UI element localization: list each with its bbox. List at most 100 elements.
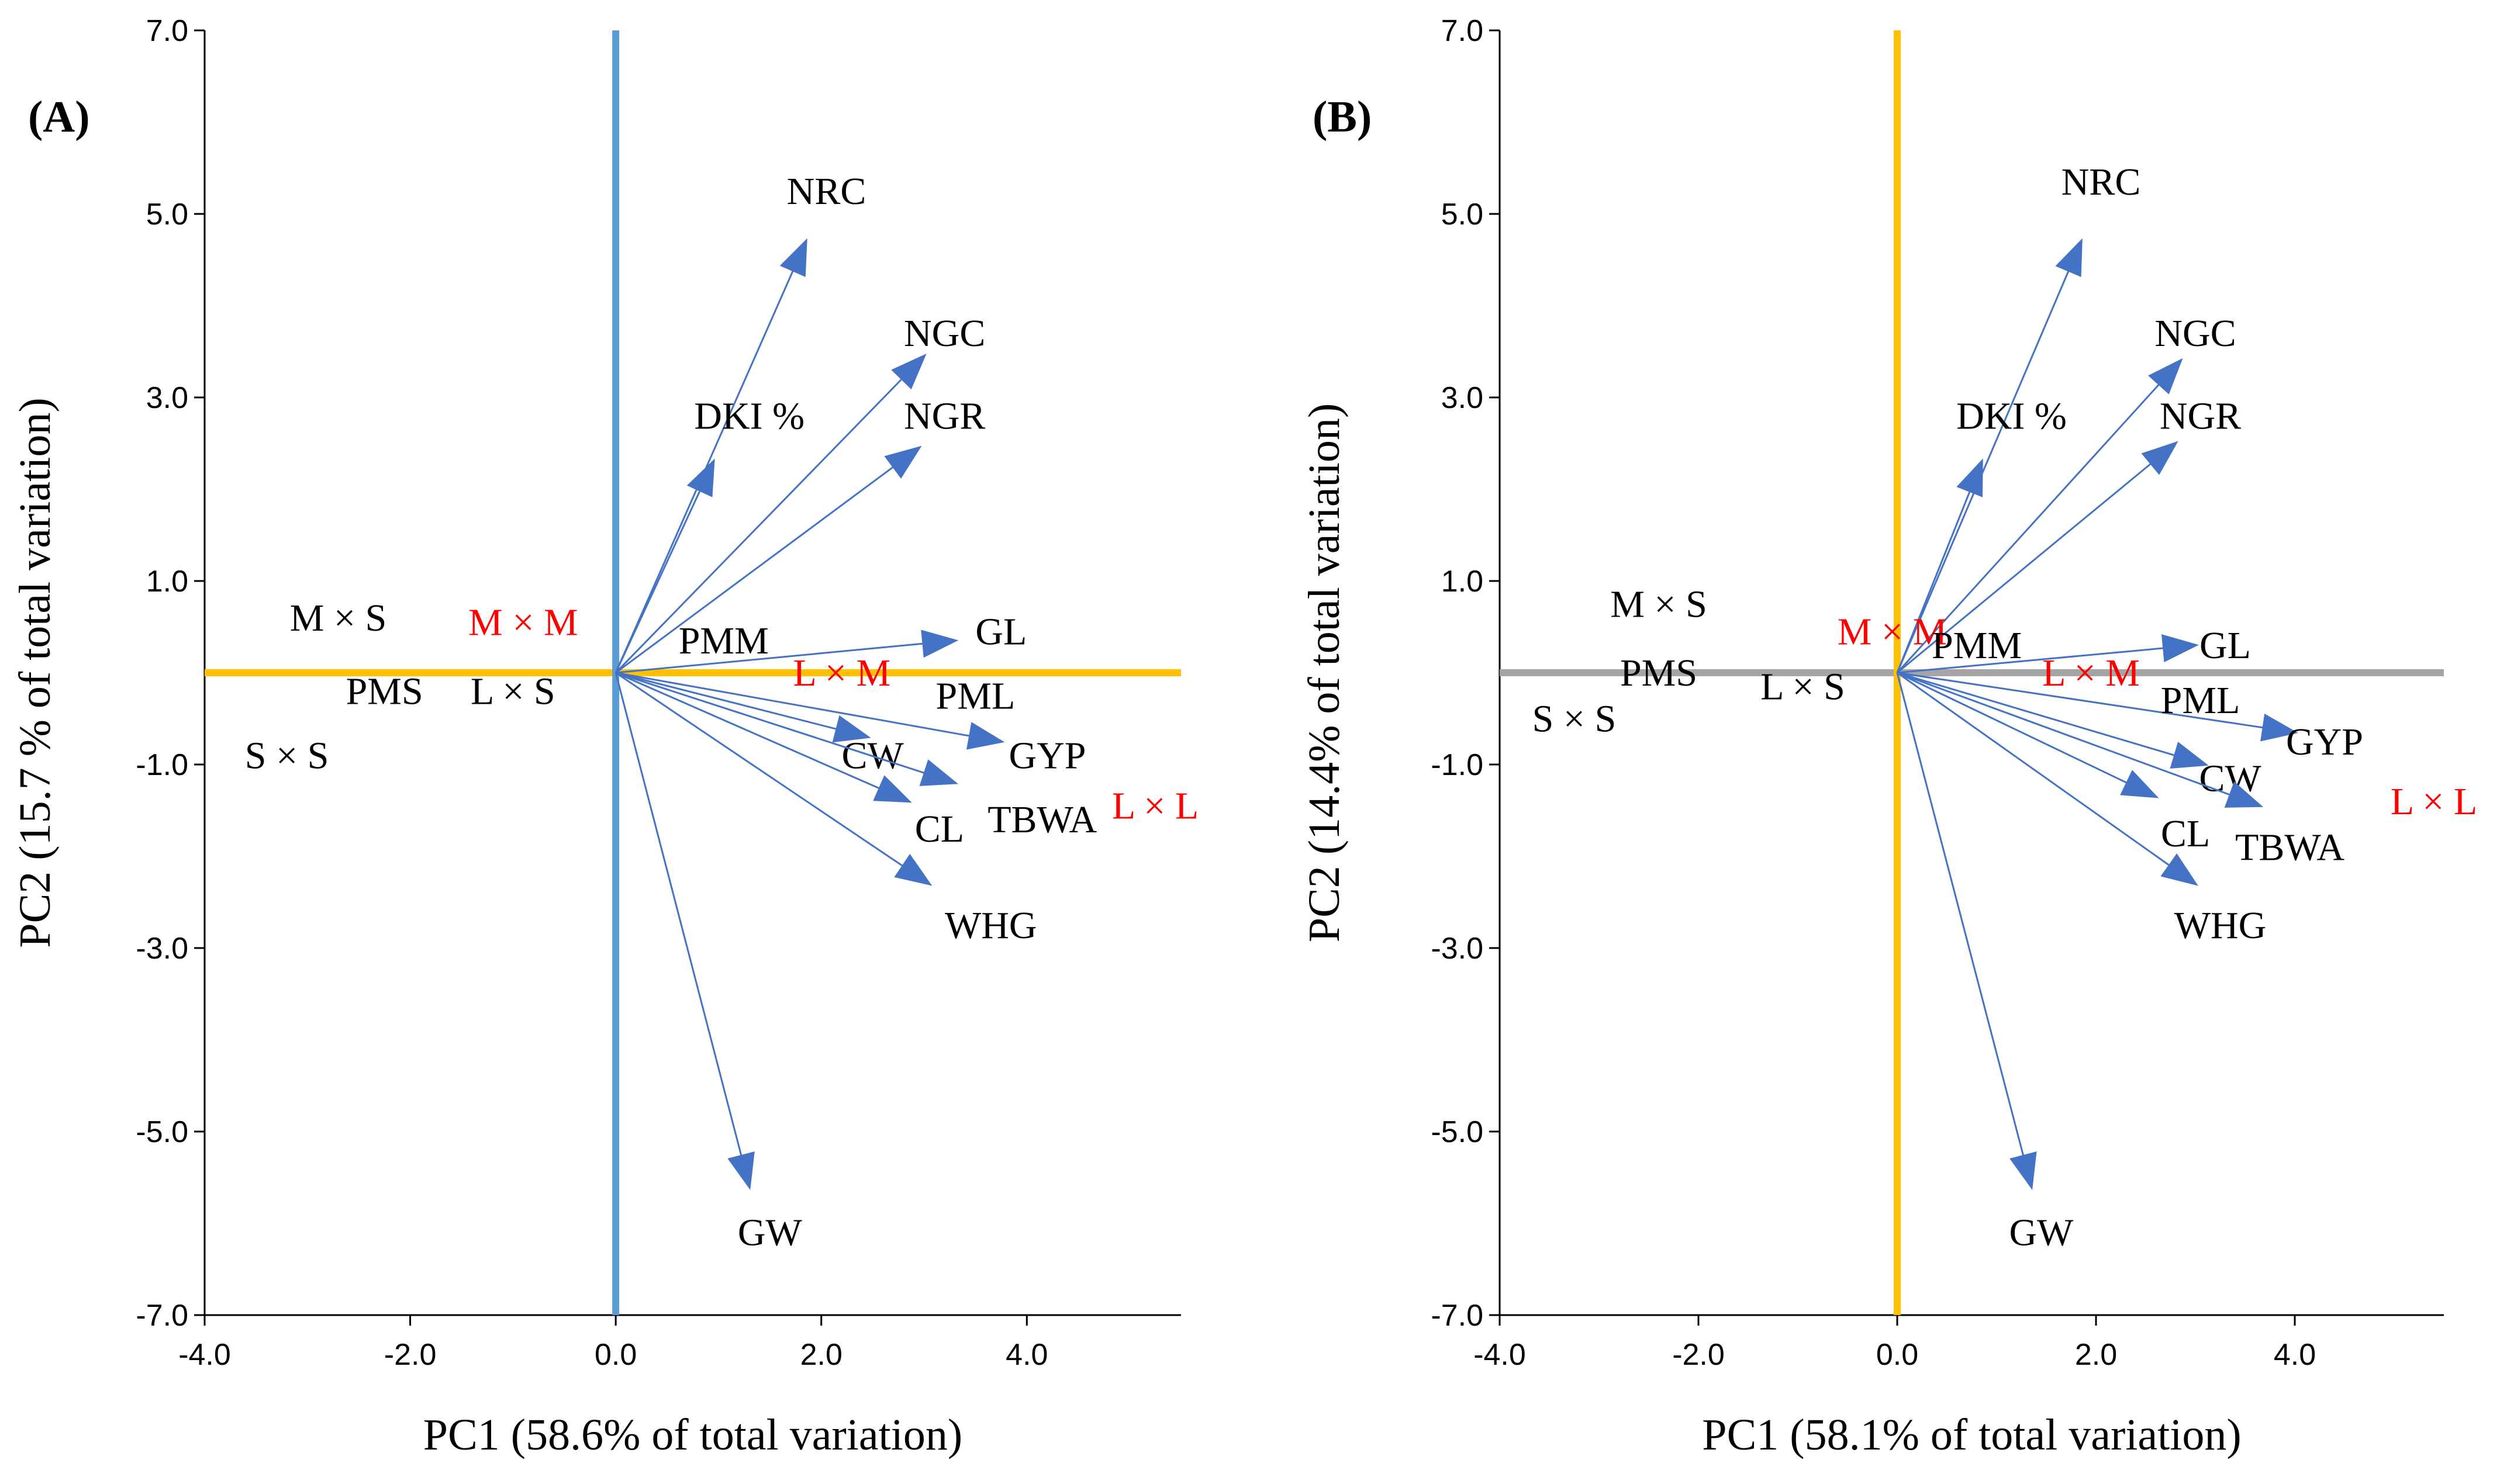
point-label-m-x-s: M × S	[1610, 583, 1707, 625]
arrowhead-ngc	[891, 354, 927, 390]
y-tick-label: -7.0	[136, 1299, 188, 1333]
x-tick-label: 2.0	[2075, 1338, 2117, 1372]
arrowhead-ngr	[2141, 441, 2178, 475]
vector-label-dki-pct: DKI %	[694, 395, 804, 437]
point-label-pms: PMS	[1620, 652, 1697, 694]
vector-whg	[615, 672, 930, 885]
y-tick-label: -5.0	[1431, 1115, 1483, 1149]
point-label-s-x-s: S × S	[245, 734, 329, 777]
x-tick-label: -2.0	[384, 1338, 437, 1372]
vector-cw	[1897, 672, 2206, 766]
point-label-pms: PMS	[346, 670, 423, 712]
point-label-pml: PML	[2161, 679, 2240, 722]
point-label-m-x-s: M × S	[290, 597, 387, 639]
vector-label-cl: CL	[915, 808, 964, 850]
point-label-l-x-l: L × L	[1112, 785, 1199, 828]
arrowhead-cw	[2170, 742, 2209, 769]
point-label-l-x-l: L × L	[2391, 780, 2477, 823]
vector-cw	[615, 672, 868, 738]
vector-dki-pct	[1896, 461, 1983, 673]
point-label-pml: PML	[936, 674, 1016, 717]
vector-label-whg: WHG	[945, 904, 1037, 947]
vector-label-gyp: GYP	[1009, 734, 1086, 777]
vector-label-gl: GL	[975, 610, 1027, 653]
vector-label-ngc: NGC	[2154, 312, 2236, 355]
vector-label-ngc: NGC	[904, 312, 985, 355]
y-tick-label: -1.0	[1431, 748, 1483, 782]
vector-label-nrc: NRC	[787, 170, 866, 213]
vector-label-nrc: NRC	[2062, 161, 2141, 203]
arrowhead-gl	[2161, 634, 2199, 662]
x-axis-title: PC1 (58.6% of total variation)	[423, 1410, 962, 1459]
panel-label: (A)	[28, 92, 90, 141]
arrowhead-nrc	[2055, 238, 2083, 278]
arrowhead-dki-pct	[686, 458, 715, 497]
vector-tbwa	[1897, 672, 2261, 807]
vector-gl	[616, 639, 955, 674]
y-tick-label: 5.0	[1441, 198, 1483, 231]
vector-label-dki-pct: DKI %	[1956, 395, 2067, 437]
arrowhead-tbwa	[919, 759, 958, 786]
point-label-l-x-m: L × M	[793, 652, 891, 694]
x-tick-label: 0.0	[595, 1338, 637, 1372]
point-label-l-x-m: L × M	[2042, 652, 2140, 694]
vector-label-ngr: NGR	[2160, 395, 2241, 437]
y-tick-label: 7.0	[146, 14, 188, 48]
x-tick-label: 4.0	[1006, 1338, 1048, 1372]
panel-a: -7.0 -5.0 -3.0 -1.0 1.0 3.0 5.0 7.0 -4.0 -2.0 0.0 2…	[11, 14, 1199, 1459]
point-label-m-x-m: M × M	[468, 601, 578, 644]
x-tick-label: -4.0	[1473, 1338, 1526, 1372]
y-tick-label: 3.0	[1441, 381, 1483, 415]
x-tick-label: -4.0	[178, 1338, 231, 1372]
vector-gl	[1897, 644, 2196, 674]
y-tick-label: 7.0	[1441, 14, 1483, 48]
y-axis-title: PC2 (14.4% of total variation)	[1300, 403, 1349, 942]
point-label-pmm: PMM	[1932, 624, 2022, 667]
arrowhead-ngr	[884, 445, 922, 479]
x-tick-label: 2.0	[800, 1338, 842, 1372]
vector-ngr	[615, 447, 920, 674]
point-label-l-x-s: L × S	[471, 670, 555, 712]
arrowhead-cl	[2120, 770, 2159, 798]
x-tick-label: 4.0	[2274, 1338, 2316, 1372]
vector-label-gw: GW	[2009, 1212, 2074, 1254]
vector-label-whg: WHG	[2174, 904, 2267, 947]
arrowhead-cw	[832, 715, 871, 743]
vector-ngr	[1897, 442, 2176, 674]
arrowhead-nrc	[779, 238, 807, 278]
y-tick-label: 1.0	[146, 565, 188, 599]
vector-nrc	[614, 241, 807, 673]
arrowhead-gw	[2009, 1151, 2037, 1191]
vector-label-gw: GW	[738, 1212, 803, 1254]
y-tick-label: 3.0	[146, 381, 188, 415]
vector-label-tbwa: TBWA	[2235, 826, 2344, 869]
vector-dki-pct	[614, 461, 714, 673]
y-tick-label: -7.0	[1431, 1299, 1483, 1333]
vector-nrc	[1896, 241, 2082, 673]
y-tick-label: 5.0	[146, 198, 188, 231]
vector-tbwa	[615, 672, 955, 784]
vector-cl	[615, 672, 909, 802]
vector-label-cl: CL	[2161, 812, 2210, 855]
panel-b: -7.0 -5.0 -3.0 -1.0 1.0 3.0 5.0 7.0 -4.0 -2.0 0.0 2…	[1300, 14, 2477, 1459]
vector-cl	[1897, 672, 2156, 798]
y-tick-label: -5.0	[136, 1115, 188, 1149]
vector-label-gl: GL	[2199, 624, 2251, 667]
vector-gw	[1896, 672, 2032, 1187]
x-tick-label: 0.0	[1876, 1338, 1918, 1372]
y-axis-title: PC2 (15.7 % of total variation)	[11, 397, 60, 947]
vector-ngc	[1896, 360, 2181, 674]
x-tick-label: -2.0	[1672, 1338, 1725, 1372]
arrowhead-dki-pct	[1956, 458, 1983, 497]
vector-gyp	[1897, 672, 2295, 734]
point-label-s-x-s: S × S	[1532, 698, 1617, 741]
arrowhead-gw	[727, 1151, 755, 1191]
vector-ngc	[615, 355, 925, 674]
arrowhead-cl	[873, 775, 912, 803]
point-label-pmm: PMM	[679, 620, 769, 662]
arrowhead-gyp	[966, 722, 1005, 750]
arrowhead-whg	[2160, 853, 2198, 886]
arrowhead-whg	[894, 853, 933, 886]
